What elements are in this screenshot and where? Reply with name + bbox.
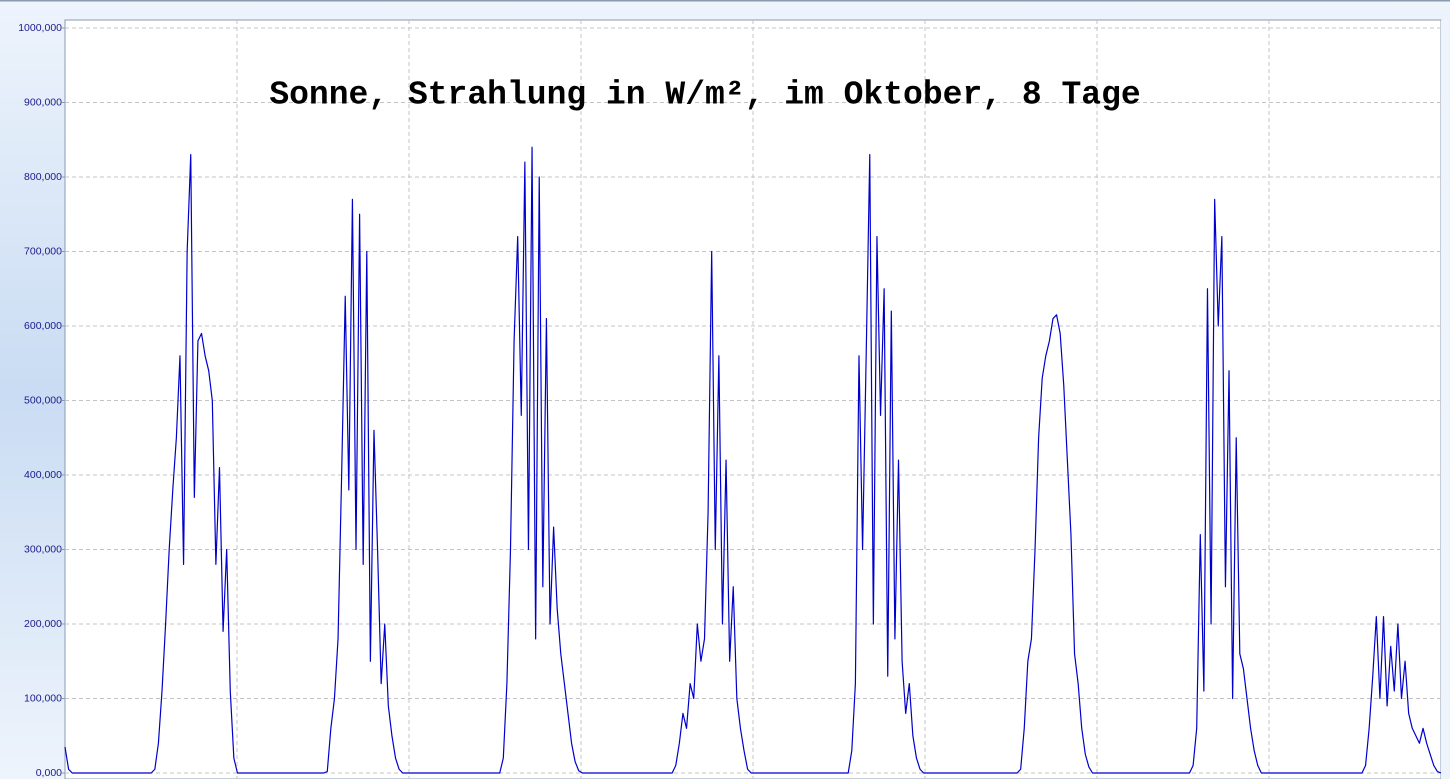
y-tick-label: 900,000: [24, 96, 62, 108]
y-tick-label: 200,000: [24, 618, 62, 630]
right-edge: [1441, 20, 1450, 779]
top-border: [0, 0, 1450, 2]
chart-title: Sonne, Strahlung in W/m², im Oktober, 8 …: [269, 77, 1140, 114]
y-tick-label: 800,000: [24, 171, 62, 183]
y-tick-label: 100,000: [24, 692, 62, 704]
y-tick-label: 400,000: [24, 469, 62, 481]
marks: 0,000 100,000 200,000 300,000 400,000 500,000…: [18, 22, 1442, 779]
y-tick-label: 600,000: [24, 320, 62, 332]
x-grid: [236, 20, 1270, 779]
y-tick-label: 500,000: [24, 394, 62, 406]
y-tick-label: 700,000: [24, 245, 62, 257]
series-line: [64, 146, 1442, 774]
y-tick-label: 0,000: [36, 767, 62, 779]
y-tick-label: 300,000: [24, 543, 62, 555]
y-tick-label: 1000,000: [18, 22, 62, 34]
